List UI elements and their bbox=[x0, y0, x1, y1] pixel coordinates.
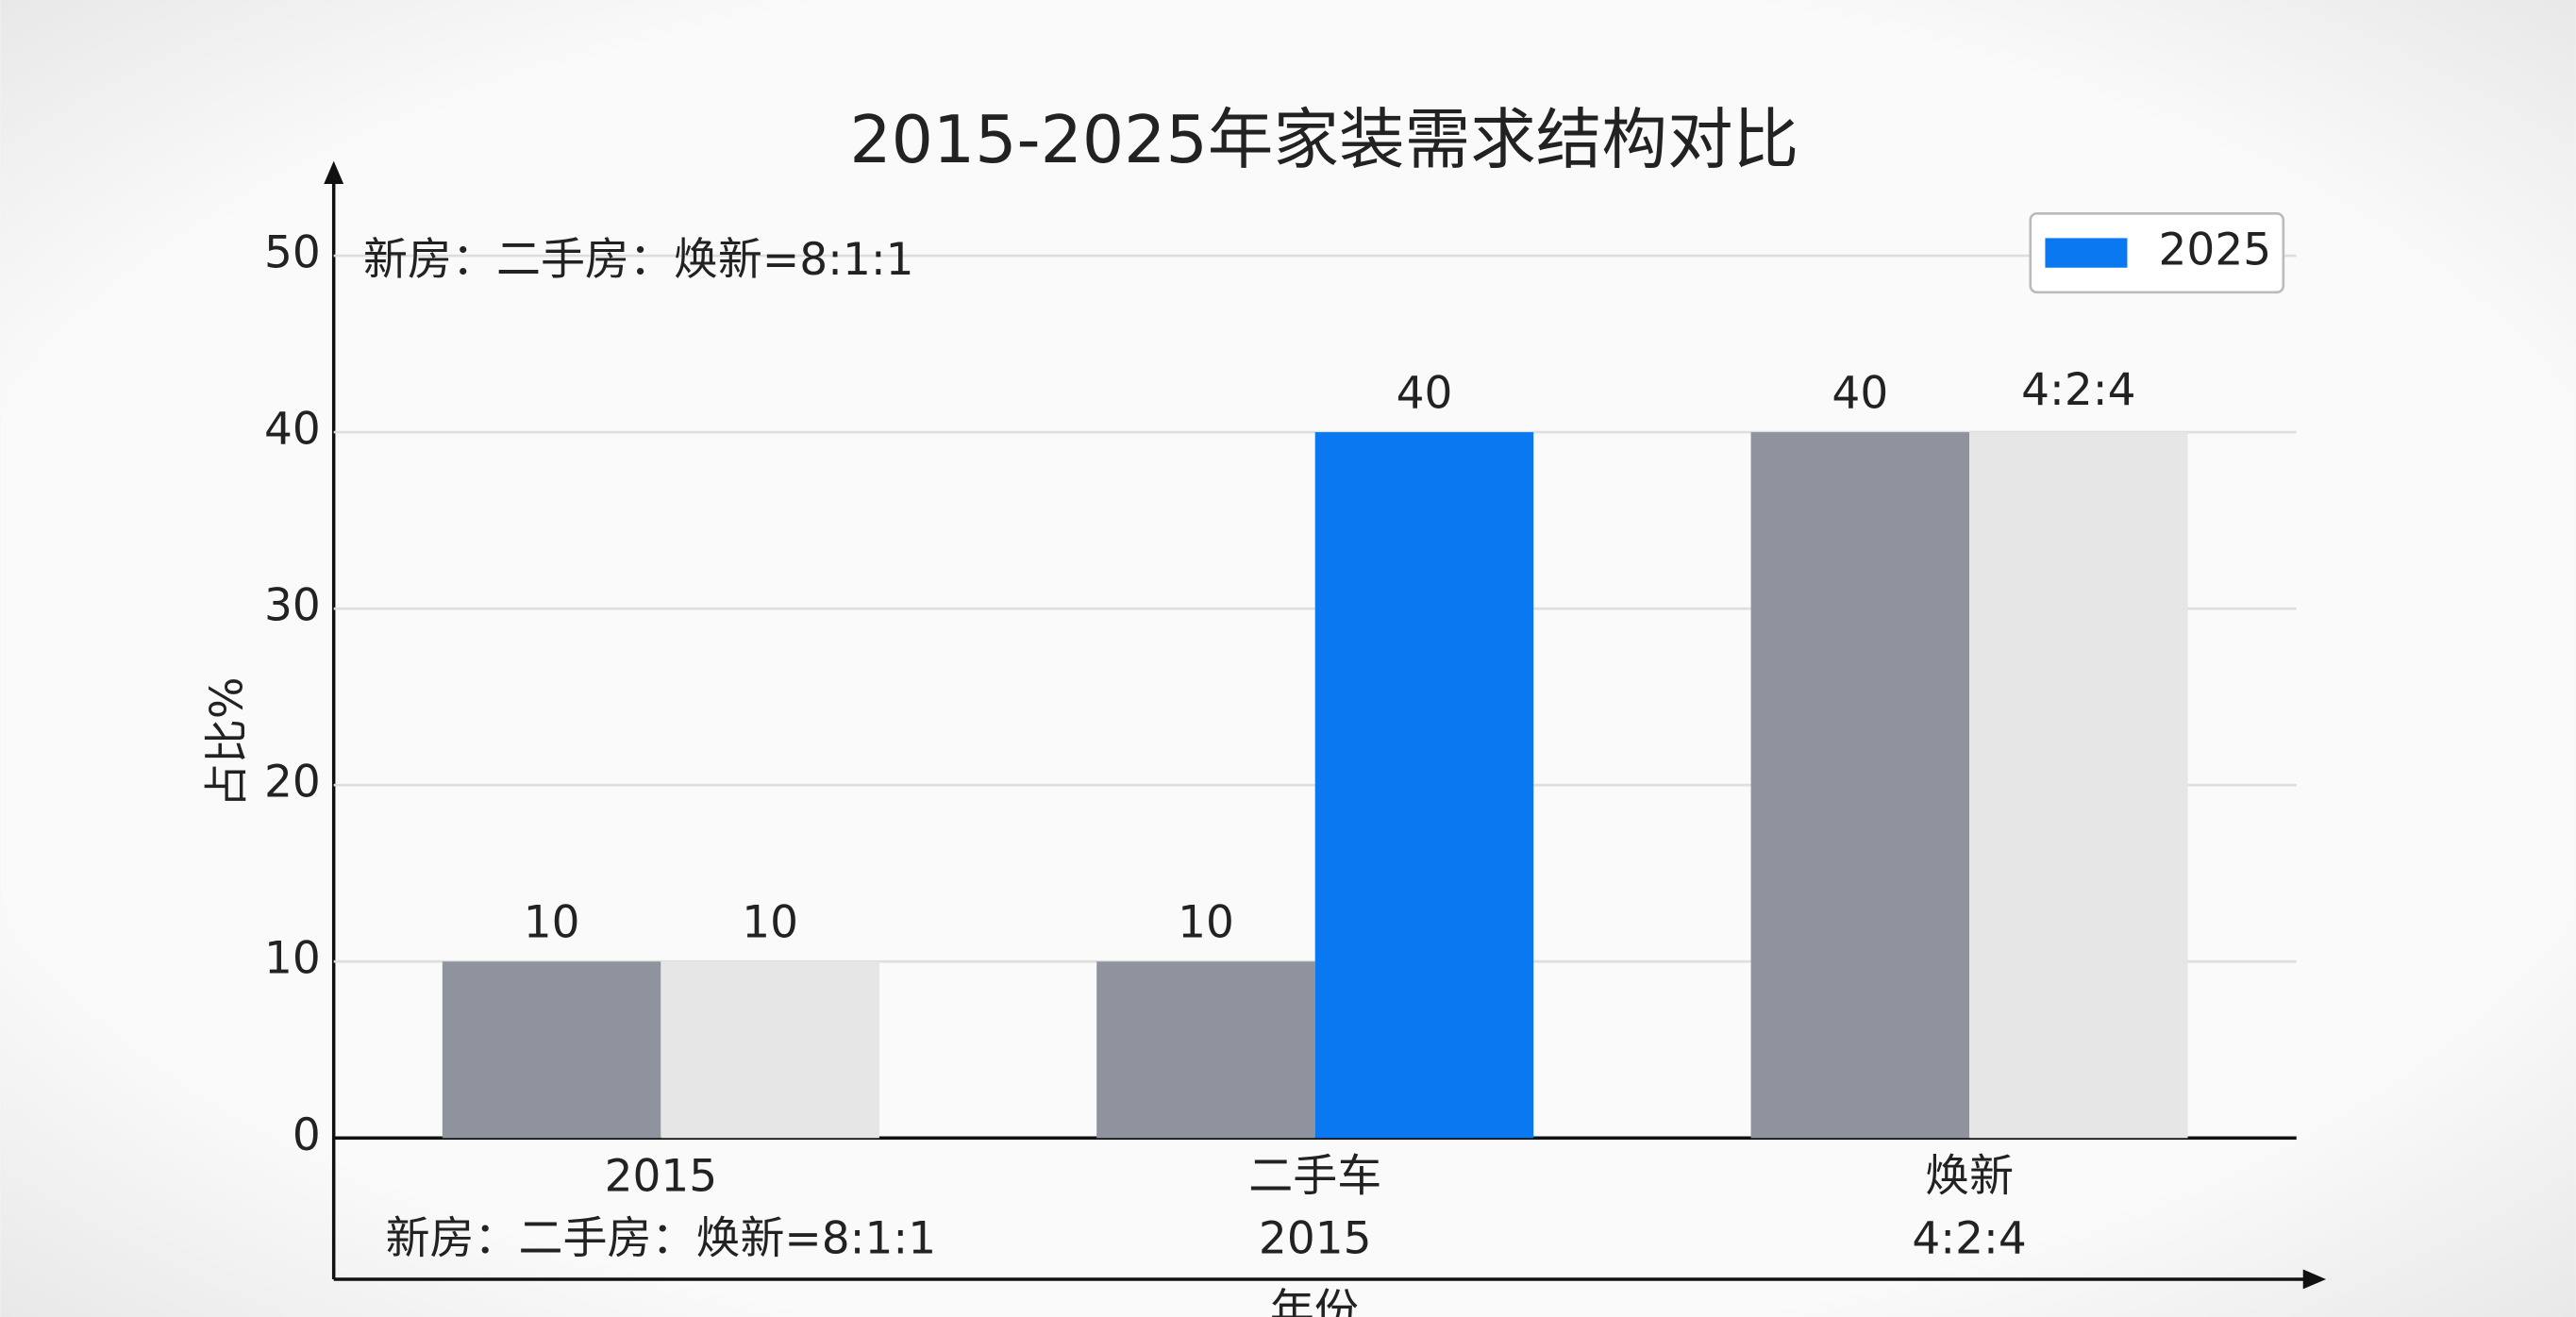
bar bbox=[1750, 432, 1970, 1139]
bar bbox=[1969, 432, 2188, 1139]
annotation: 4:2:4 bbox=[2021, 364, 2135, 416]
y-tick-label: 10 bbox=[264, 933, 321, 985]
y-tick-label: 20 bbox=[264, 757, 321, 809]
legend-label: 2025 bbox=[2159, 225, 2272, 276]
y-axis-arrow bbox=[324, 160, 344, 184]
bar bbox=[661, 961, 879, 1139]
chart-title: 2015-2025年家装需求结构对比 bbox=[849, 102, 1798, 178]
x-tick-label: 2015 bbox=[605, 1150, 718, 1202]
x-tick-label: 焕新 bbox=[1925, 1150, 2014, 1202]
x-tick-sublabel: 4:2:4 bbox=[1912, 1212, 2026, 1264]
x-tick-sublabel: 新房：二手房：焕新=8:1:1 bbox=[386, 1212, 937, 1264]
value-label: 40 bbox=[1397, 367, 1453, 419]
x-tick-label: 二手车 bbox=[1248, 1150, 1381, 1202]
bar bbox=[1314, 432, 1534, 1139]
value-label: 10 bbox=[1178, 896, 1234, 948]
x-axis-label: 年份 bbox=[1270, 1285, 1359, 1317]
value-label: 10 bbox=[524, 896, 580, 948]
value-label: 10 bbox=[742, 896, 798, 948]
y-tick-label: 50 bbox=[264, 227, 321, 279]
x-tick-sublabel: 2015 bbox=[1259, 1212, 1372, 1264]
bar bbox=[1096, 961, 1315, 1139]
legend-box bbox=[2029, 211, 2285, 294]
value-label: 40 bbox=[1832, 367, 1888, 419]
x-axis-arrow bbox=[2302, 1269, 2327, 1290]
y-axis-label: 占比% bbox=[202, 676, 254, 808]
y-tick-label: 30 bbox=[264, 580, 321, 632]
y-tick-label: 0 bbox=[293, 1109, 321, 1161]
legend-swatch bbox=[2045, 238, 2128, 268]
y-tick-label: 40 bbox=[264, 404, 321, 456]
annotation: 新房：二手房：焕新=8:1:1 bbox=[363, 234, 914, 286]
bar bbox=[442, 961, 661, 1139]
